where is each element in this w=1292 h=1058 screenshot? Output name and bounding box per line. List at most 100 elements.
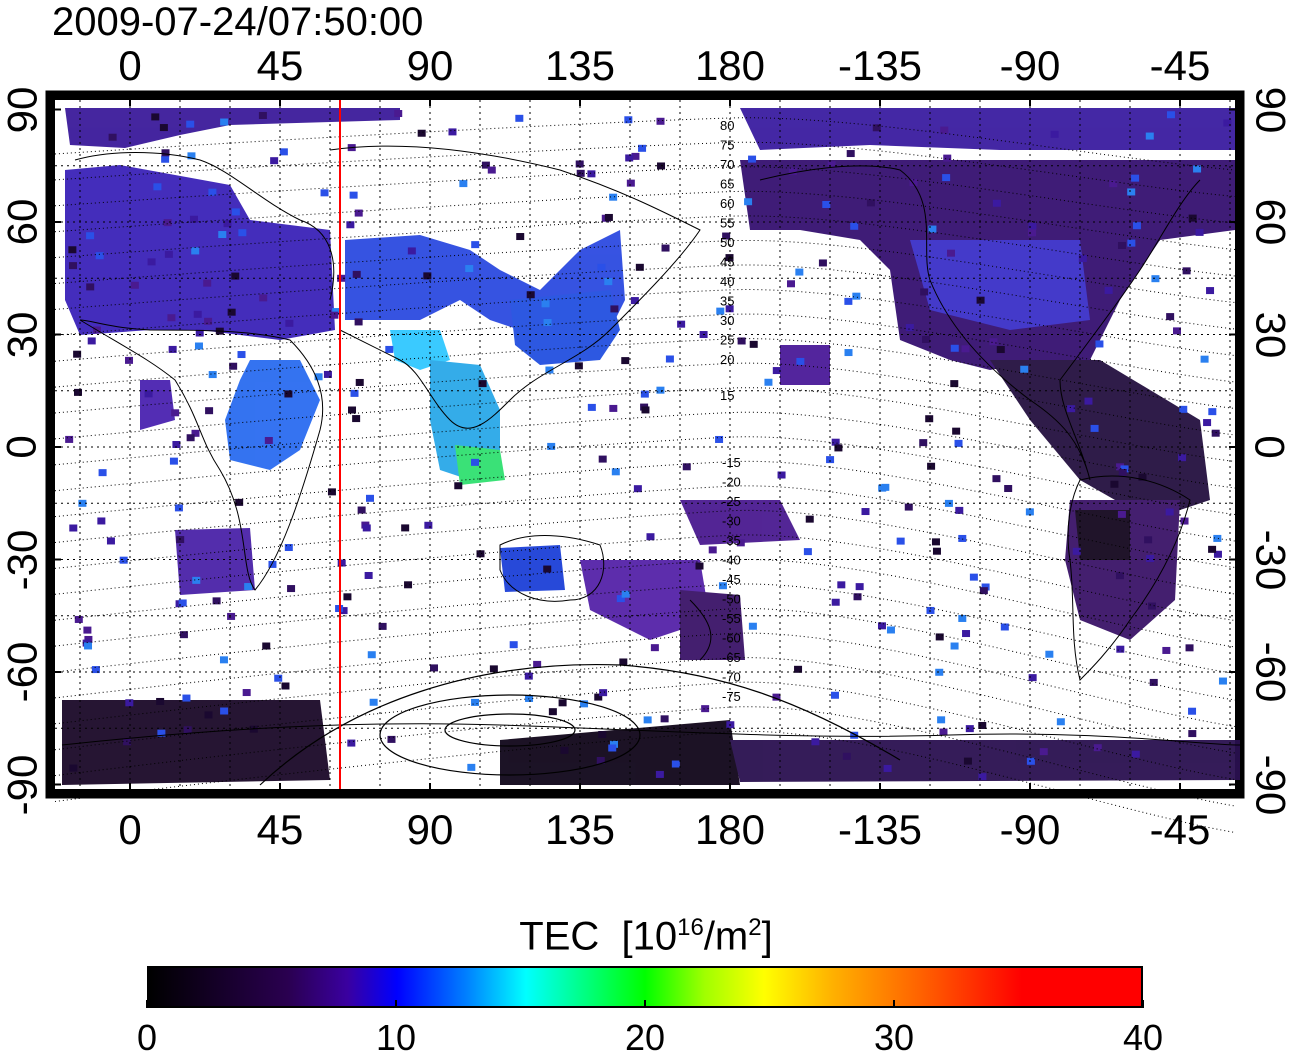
tec-pixel [95, 252, 104, 260]
tec-pixel [526, 291, 535, 299]
tec-pixel [942, 174, 951, 182]
contour-line [54, 485, 1236, 568]
colorbar-unit-suffix: ] [761, 914, 773, 959]
tec-pixel [327, 488, 336, 496]
coast-asia [329, 145, 701, 429]
tec-pixel [1020, 365, 1029, 373]
tec-pixel [220, 707, 229, 715]
right-band [1235, 92, 1243, 797]
tec-pixel [323, 370, 332, 378]
tec-pixel [84, 635, 93, 643]
tec-pixel [270, 157, 279, 165]
tec-pixel [744, 198, 753, 206]
tec-pixel [87, 337, 96, 345]
tec-pixel [788, 167, 797, 175]
tec-pixel [533, 660, 542, 668]
tec-pixel [1145, 132, 1154, 140]
tec-pixel [244, 583, 253, 591]
tec-pixel [850, 222, 859, 230]
tec-pixel [169, 457, 178, 465]
tec-pixel [1149, 678, 1158, 686]
tec-pixel [609, 404, 618, 412]
x-tick-label: 90 [406, 806, 454, 853]
tec-pixel [163, 219, 172, 227]
tec-pixel [1208, 545, 1217, 553]
tec-pixel [609, 740, 618, 748]
tec-pixel [826, 456, 835, 464]
tec-pixel [192, 576, 201, 584]
tec-pixel [1180, 517, 1189, 525]
tec-pixel [337, 559, 346, 567]
tec-pixel [937, 716, 946, 724]
tec-pixel [320, 189, 329, 197]
tec-hawaii [780, 345, 830, 385]
tec-data [62, 108, 1240, 785]
tec-pixel [231, 272, 240, 280]
tec-pixel [777, 471, 786, 479]
tec-pixel [164, 250, 173, 258]
tec-pixel [1050, 130, 1059, 138]
tec-pixel [624, 116, 633, 124]
tec-pixel [1188, 214, 1197, 222]
contour-label-south: -35 [722, 533, 741, 548]
tec-antarctica-east [730, 740, 1240, 782]
tec-pixel [811, 738, 820, 746]
colorbar-title-label: TEC [519, 914, 600, 959]
tec-pixel [822, 200, 831, 208]
tec-pixel [203, 279, 212, 287]
axis-ticks [47, 92, 1243, 797]
tec-pixel [404, 581, 413, 589]
tec-pixel [919, 439, 928, 447]
tec-pixel [362, 524, 371, 532]
tec-pixel [84, 642, 93, 650]
tec-pixel [818, 259, 827, 267]
tec-pixel [1185, 644, 1194, 652]
tec-pixel [1193, 165, 1202, 173]
tec-pixel [846, 150, 855, 158]
tec-pixel [547, 442, 556, 450]
tec-pixel [471, 698, 480, 706]
tec-pixel [656, 386, 665, 394]
tec-pixel [471, 241, 480, 249]
tec-pixel [772, 367, 781, 375]
tec-pixel [932, 547, 941, 555]
tec-pixel [394, 110, 403, 118]
tec-pixel [925, 415, 934, 423]
tec-pixel [229, 362, 238, 370]
contours [54, 117, 1236, 833]
tec-pixel [223, 220, 232, 228]
tec-pixel [803, 548, 812, 556]
y-tick-label: 30 [1247, 311, 1292, 358]
contour-65 [259, 663, 901, 786]
y-tick-label: -30 [0, 529, 46, 590]
tec-pixel [950, 344, 959, 352]
tec-pixel [643, 716, 652, 724]
tec-pixel [725, 305, 734, 313]
tec-pixel [195, 329, 204, 337]
contour-label-south: -30 [722, 514, 741, 529]
tec-pixel [748, 155, 757, 163]
tec-pixel [524, 672, 533, 680]
tec-pixel [218, 231, 227, 239]
contour-label-north: 40 [720, 274, 734, 289]
tec-pixel [541, 300, 550, 308]
tec-east-africa [225, 360, 320, 470]
tec-pixel [630, 297, 639, 305]
tec-indonesia [455, 445, 505, 485]
colorbar-title: TEC [1016/m2] [0, 905, 1292, 959]
tec-pixel [86, 283, 95, 291]
tec-pixel [604, 278, 613, 286]
tec-pixel [944, 499, 953, 507]
tec-pixel [347, 739, 356, 747]
tec-pixel [183, 726, 192, 734]
tec-pixel [575, 160, 584, 168]
tec-pixel [1116, 463, 1125, 471]
tec-pixel [852, 292, 861, 300]
tec-pixel [1000, 623, 1009, 631]
y-tick-label: 0 [0, 435, 45, 459]
tec-pixel [1188, 730, 1197, 738]
coast-europe [74, 152, 335, 301]
tec-pixel [598, 455, 607, 463]
tec-europe [65, 108, 400, 148]
contour-75 [444, 713, 576, 747]
